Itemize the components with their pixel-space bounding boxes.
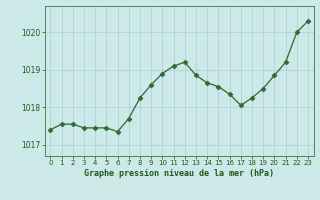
- X-axis label: Graphe pression niveau de la mer (hPa): Graphe pression niveau de la mer (hPa): [84, 169, 274, 178]
